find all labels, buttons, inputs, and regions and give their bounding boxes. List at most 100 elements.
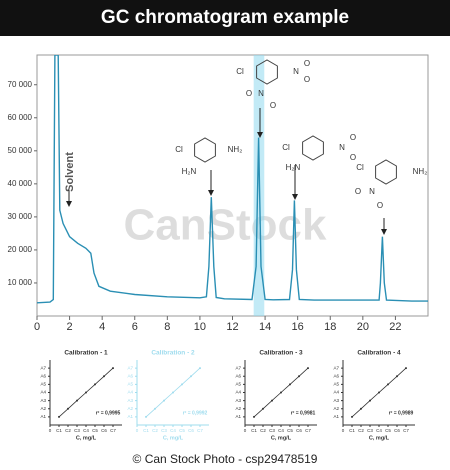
- y-tick-label: A4: [127, 390, 133, 395]
- y-tick-label: 50 000: [8, 146, 33, 155]
- calibration-point: [298, 375, 300, 378]
- x-tick-label: C1: [143, 428, 149, 433]
- x-tick-label: C1: [349, 428, 355, 433]
- calibration-point: [199, 367, 201, 370]
- benzene-ring: [375, 159, 397, 185]
- calibration-point: [58, 415, 60, 418]
- x-tick-label: C3: [161, 428, 167, 433]
- atom-label: O: [350, 153, 356, 162]
- x-tick-label: 12: [226, 321, 238, 333]
- x-tick-label: 0: [49, 428, 52, 433]
- atom-label: H₂N: [182, 167, 197, 176]
- x-tick-label: 14: [259, 321, 271, 333]
- y-tick-label: 10 000: [8, 278, 33, 287]
- calibration-point: [76, 399, 78, 402]
- y-tick-label: 30 000: [8, 212, 33, 221]
- y-tick-label: 20 000: [8, 245, 33, 254]
- r-squared: r² = 0,9989: [389, 410, 414, 416]
- calibration-point: [396, 375, 398, 378]
- plot-background: [36, 54, 429, 317]
- x-tick-label: C4: [83, 428, 89, 433]
- r-squared: r² = 0,9981: [291, 410, 316, 416]
- atom-label: NH₂: [413, 167, 428, 176]
- atom-label: Cl: [175, 145, 183, 154]
- y-tick-label: A2: [235, 406, 241, 411]
- x-tick-label: 18: [324, 321, 336, 333]
- y-tick-label: A4: [235, 390, 241, 395]
- atom-label: O: [377, 201, 383, 210]
- x-tick-label: 0: [342, 428, 345, 433]
- x-tick-label: C2: [65, 428, 71, 433]
- r-squared: r² = 0,9992: [183, 410, 208, 416]
- calibration-point: [67, 407, 69, 410]
- benzene-ring: [194, 137, 216, 163]
- atom-label: N: [339, 143, 345, 152]
- panel-title: Calibration - 3: [259, 350, 303, 357]
- x-tick-label: C6: [188, 428, 194, 433]
- r-squared: r² = 0,9995: [96, 410, 121, 416]
- y-tick-label: A5: [235, 382, 241, 387]
- calibration-point: [378, 391, 380, 394]
- calibration-point: [253, 415, 255, 418]
- panel-title: Calibration - 1: [64, 350, 108, 357]
- calibration-point: [190, 375, 192, 378]
- y-tick-label: A5: [127, 382, 133, 387]
- chromatogram-line: [37, 55, 428, 304]
- y-tick-label: A4: [333, 390, 339, 395]
- x-axis-label: C, mg/L: [271, 435, 292, 441]
- x-tick-label: C2: [152, 428, 158, 433]
- x-tick-label: C5: [179, 428, 185, 433]
- y-tick-label: A6: [40, 373, 46, 378]
- calibration-point: [307, 367, 309, 370]
- y-tick-label: A7: [235, 365, 241, 370]
- x-tick-label: C4: [376, 428, 382, 433]
- x-tick-label: 0: [136, 428, 139, 433]
- atom-label: O: [350, 133, 356, 142]
- x-tick-label: 0: [34, 321, 40, 333]
- x-tick-label: C3: [74, 428, 80, 433]
- panel-title: Calibration - 4: [357, 350, 401, 357]
- y-tick-label: A6: [127, 373, 133, 378]
- y-tick-label: A1: [235, 414, 241, 419]
- calibration-point: [262, 407, 264, 410]
- calibration-point: [271, 399, 273, 402]
- calibration-point: [351, 415, 353, 418]
- calibration-point: [163, 399, 165, 402]
- calibration-point: [181, 383, 183, 386]
- x-tick-label: C3: [367, 428, 373, 433]
- atom-label: O: [246, 89, 252, 98]
- y-tick-label: 40 000: [8, 179, 33, 188]
- calibration-point: [369, 399, 371, 402]
- x-tick-label: C7: [305, 428, 311, 433]
- y-tick-label: A1: [40, 414, 46, 419]
- calibration-point: [172, 391, 174, 394]
- atom-label: O: [304, 75, 310, 84]
- x-tick-label: C1: [56, 428, 62, 433]
- calibration-point: [280, 391, 282, 394]
- calibration-point: [154, 407, 156, 410]
- x-tick-label: 20: [357, 321, 369, 333]
- x-tick-label: C6: [296, 428, 302, 433]
- x-axis-label: C, mg/L: [76, 435, 97, 441]
- atom-label: Cl: [236, 67, 244, 76]
- y-tick-label: A1: [127, 414, 133, 419]
- x-tick-label: C2: [358, 428, 364, 433]
- atom-label: O: [304, 59, 310, 68]
- calibration-point: [145, 415, 147, 418]
- y-tick-label: A4: [40, 390, 46, 395]
- x-tick-label: C7: [197, 428, 203, 433]
- x-tick-label: C1: [251, 428, 257, 433]
- atom-label: H₂N: [286, 163, 301, 172]
- y-tick-label: A3: [40, 398, 46, 403]
- y-tick-label: A6: [333, 373, 339, 378]
- y-tick-label: A7: [40, 365, 46, 370]
- calibration-point: [387, 383, 389, 386]
- y-tick-label: A2: [333, 406, 339, 411]
- x-tick-label: C5: [92, 428, 98, 433]
- chart-title: GC chromatogram example: [101, 7, 349, 28]
- x-tick-label: C7: [403, 428, 409, 433]
- y-tick-label: A3: [127, 398, 133, 403]
- x-axis-label: C, mg/L: [163, 435, 184, 441]
- atom-label: Cl: [356, 163, 364, 172]
